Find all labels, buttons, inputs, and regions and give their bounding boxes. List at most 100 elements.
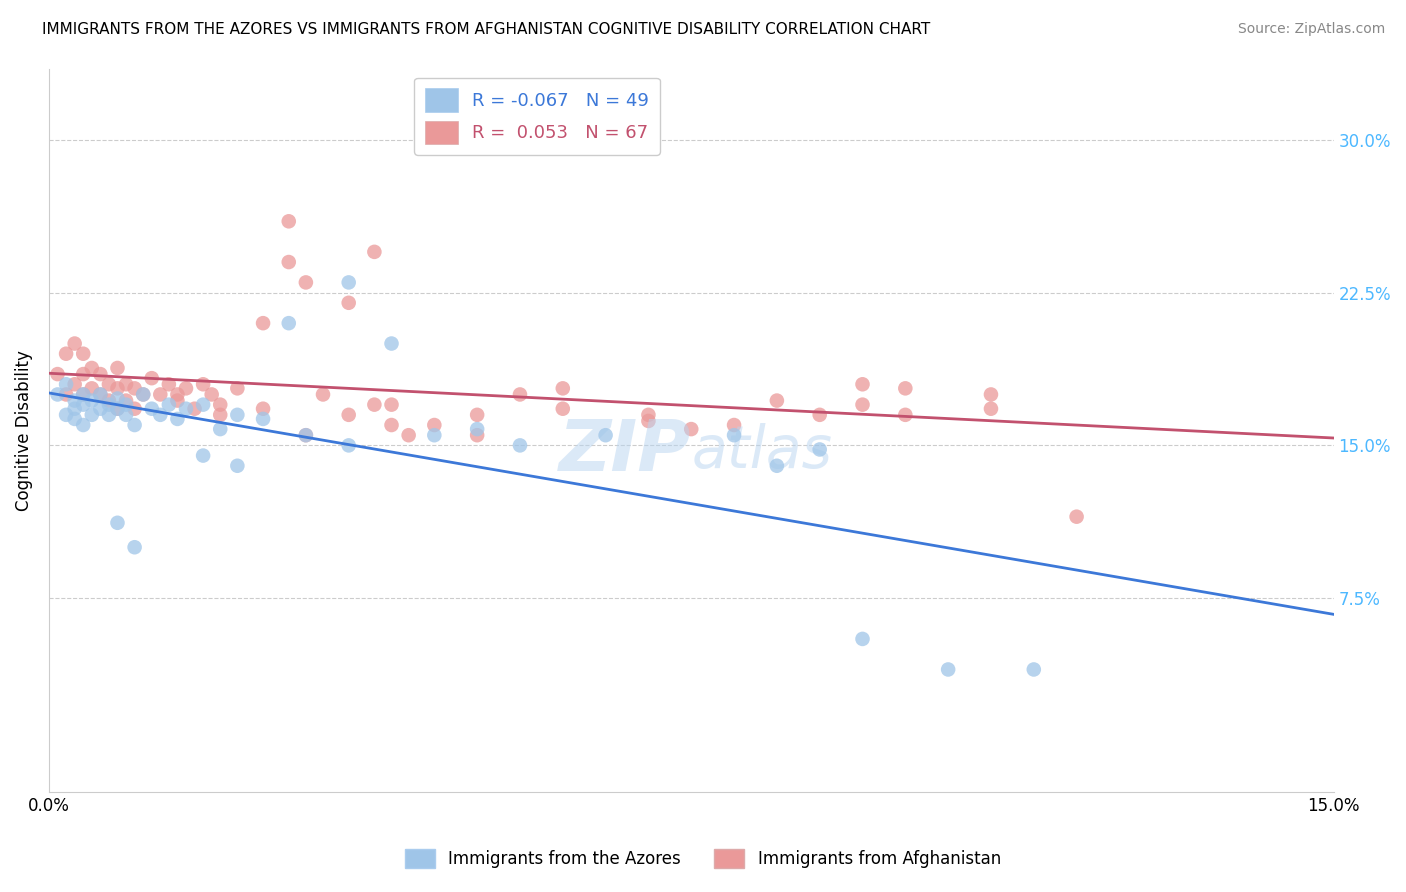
Point	[124, 417, 146, 432]
Point	[423, 417, 446, 432]
Legend: R = -0.067   N = 49, R =  0.053   N = 67: R = -0.067 N = 49, R = 0.053 N = 67	[415, 78, 659, 154]
Point	[107, 401, 129, 416]
Text: Source: ZipAtlas.com: Source: ZipAtlas.com	[1237, 22, 1385, 37]
Point	[149, 387, 172, 401]
Point	[766, 458, 789, 473]
Point	[191, 377, 214, 392]
Point	[89, 367, 111, 381]
Point	[509, 387, 531, 401]
Point	[1066, 509, 1088, 524]
Point	[936, 663, 959, 677]
Point	[80, 393, 103, 408]
Point	[808, 442, 831, 457]
Point	[201, 387, 224, 401]
Point	[723, 417, 745, 432]
Point	[63, 336, 86, 351]
Point	[465, 422, 488, 436]
Point	[166, 412, 188, 426]
Point	[124, 401, 146, 416]
Point	[766, 393, 789, 408]
Point	[295, 428, 318, 442]
Point	[637, 408, 659, 422]
Point	[851, 632, 873, 646]
Point	[107, 361, 129, 376]
Point	[252, 412, 274, 426]
Point	[115, 408, 138, 422]
Point	[89, 401, 111, 416]
Point	[174, 381, 197, 395]
Point	[980, 387, 1002, 401]
Point	[72, 387, 94, 401]
Point	[277, 316, 299, 330]
Point	[97, 408, 120, 422]
Point	[509, 438, 531, 452]
Point	[72, 398, 94, 412]
Point	[46, 387, 69, 401]
Point	[465, 428, 488, 442]
Point	[72, 387, 94, 401]
Point	[637, 414, 659, 428]
Point	[115, 377, 138, 392]
Point	[337, 408, 360, 422]
Point	[277, 214, 299, 228]
Point	[107, 401, 129, 416]
Point	[851, 377, 873, 392]
Point	[157, 398, 180, 412]
Point	[124, 381, 146, 395]
Point	[252, 401, 274, 416]
Point	[80, 408, 103, 422]
Point	[72, 417, 94, 432]
Point	[252, 316, 274, 330]
Point	[132, 387, 155, 401]
Text: atlas: atlas	[692, 424, 832, 480]
Point	[465, 408, 488, 422]
Text: IMMIGRANTS FROM THE AZORES VS IMMIGRANTS FROM AFGHANISTAN COGNITIVE DISABILITY C: IMMIGRANTS FROM THE AZORES VS IMMIGRANTS…	[42, 22, 931, 37]
Point	[226, 458, 249, 473]
Point	[157, 377, 180, 392]
Point	[80, 361, 103, 376]
Point	[681, 422, 703, 436]
Point	[337, 438, 360, 452]
Point	[723, 428, 745, 442]
Point	[337, 276, 360, 290]
Point	[149, 408, 172, 422]
Point	[191, 449, 214, 463]
Point	[363, 244, 385, 259]
Point	[107, 516, 129, 530]
Point	[72, 367, 94, 381]
Point	[63, 393, 86, 408]
Y-axis label: Cognitive Disability: Cognitive Disability	[15, 350, 32, 510]
Point	[115, 393, 138, 408]
Point	[423, 428, 446, 442]
Point	[107, 392, 129, 406]
Point	[277, 255, 299, 269]
Point	[209, 408, 232, 422]
Point	[89, 387, 111, 401]
Point	[363, 398, 385, 412]
Point	[97, 398, 120, 412]
Point	[166, 387, 188, 401]
Point	[380, 398, 402, 412]
Point	[595, 428, 617, 442]
Point	[209, 422, 232, 436]
Point	[851, 398, 873, 412]
Point	[132, 387, 155, 401]
Point	[80, 381, 103, 395]
Point	[398, 428, 420, 442]
Point	[894, 408, 917, 422]
Point	[183, 401, 205, 416]
Point	[295, 276, 318, 290]
Point	[551, 381, 574, 395]
Point	[808, 408, 831, 422]
Point	[209, 398, 232, 412]
Point	[97, 393, 120, 408]
Point	[551, 401, 574, 416]
Point	[115, 398, 138, 412]
Point	[63, 377, 86, 392]
Point	[226, 381, 249, 395]
Point	[89, 387, 111, 401]
Point	[124, 541, 146, 555]
Point	[174, 401, 197, 416]
Point	[226, 408, 249, 422]
Point	[55, 408, 77, 422]
